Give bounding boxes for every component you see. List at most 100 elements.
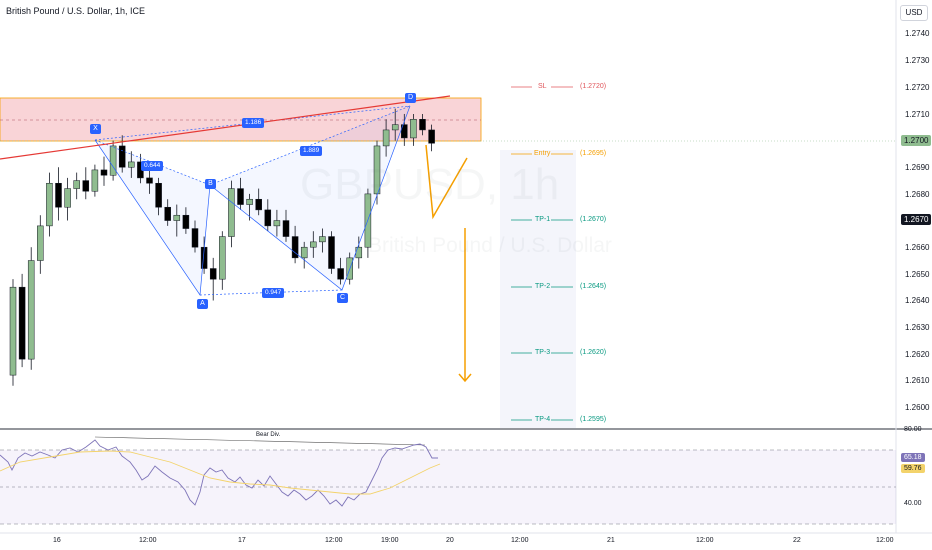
- time-tick: 16: [53, 537, 61, 544]
- candle-body: [328, 236, 335, 269]
- ratio-xd: 1.186: [242, 118, 265, 128]
- candle-body: [319, 236, 326, 243]
- rsi-ma-value-tag: 59.76: [901, 464, 925, 473]
- price-marker-tag: 1.2670: [901, 214, 932, 225]
- pattern-point-b[interactable]: B: [205, 179, 216, 189]
- candle-body: [37, 225, 44, 261]
- price-tick: 1.2710: [905, 110, 930, 119]
- level-tp4-name: TP-4: [535, 416, 551, 423]
- level-entry-value: (1.2695): [580, 150, 607, 157]
- price-tick: 1.2690: [905, 163, 930, 172]
- price-tick: 1.2680: [905, 190, 930, 199]
- candle-body: [355, 246, 363, 259]
- candle-body: [264, 209, 272, 227]
- ratio-abc: 0.947: [262, 288, 285, 298]
- candle-body: [246, 198, 253, 205]
- price-tick: 1.2650: [905, 270, 930, 279]
- price-tick: 1.2740: [905, 29, 930, 38]
- candle-body: [191, 228, 199, 248]
- resistance-zone: [0, 97, 482, 142]
- level-tp2-name: TP-2: [535, 283, 551, 290]
- pattern-fill-xab: [95, 140, 210, 295]
- candle-body: [82, 180, 90, 192]
- candle-body: [391, 124, 399, 131]
- ratio-bd: 1.889: [300, 146, 323, 156]
- candle-body: [228, 188, 235, 237]
- candle-body: [273, 220, 281, 227]
- current-price-tag: 1.2700: [901, 135, 932, 146]
- bear-div-label: Bear Div.: [256, 432, 281, 438]
- candle-body: [55, 182, 62, 208]
- trendline[interactable]: [0, 95, 451, 160]
- time-tick: 12:00: [696, 537, 714, 544]
- level-tp1-name: TP-1: [535, 216, 551, 223]
- time-tick: 12:00: [511, 537, 529, 544]
- time-tick: 19:00: [381, 537, 399, 544]
- pattern-point-x[interactable]: X: [90, 124, 101, 134]
- ratio-xab: 0.644: [141, 161, 164, 171]
- chart-pane: [0, 0, 896, 428]
- candle-body: [237, 188, 244, 205]
- level-entry-name: Entry: [534, 150, 551, 157]
- rsi-line: [0, 439, 438, 507]
- rsi-axis-tick: 40.00: [904, 500, 922, 507]
- bear-div-line: [94, 436, 426, 446]
- watermark-symbol: GBPUSD, 1h: [300, 160, 560, 209]
- time-tick: 12:00: [325, 537, 343, 544]
- projection-arrow-head: [458, 373, 472, 383]
- time-tick: 20: [446, 537, 454, 544]
- symbol-title: British Pound / U.S. Dollar, 1h, ICE: [6, 6, 146, 16]
- time-tick: 22: [793, 537, 801, 544]
- rsi-value-tag: 65.18: [901, 453, 925, 462]
- candle-body: [282, 220, 290, 237]
- candle-body: [146, 177, 153, 184]
- pattern-point-d[interactable]: D: [405, 93, 416, 103]
- candle-body: [118, 145, 126, 168]
- candle-body: [382, 129, 390, 147]
- candle-body: [173, 214, 181, 221]
- price-tick: 1.2730: [905, 56, 930, 65]
- candle-body: [109, 145, 117, 176]
- price-tick: 1.2610: [905, 376, 930, 385]
- time-tick: 12:00: [139, 537, 157, 544]
- candle-body: [373, 145, 381, 195]
- rsi-ma-line: [0, 450, 441, 495]
- level-tp2-value: (1.2645): [580, 283, 607, 290]
- candle-body: [337, 268, 344, 280]
- level-sl-value: (1.2720): [580, 83, 607, 90]
- level-tp4-value: (1.2595): [580, 416, 607, 423]
- pattern-point-a[interactable]: A: [197, 299, 208, 309]
- currency-selector[interactable]: USD: [900, 5, 928, 21]
- candle-body: [310, 241, 317, 248]
- candle-body: [219, 236, 226, 280]
- candle-body: [64, 188, 71, 208]
- candle-body: [9, 286, 17, 376]
- candle-body: [291, 236, 299, 259]
- price-tick: 1.2620: [905, 350, 930, 359]
- candle-body: [209, 268, 217, 280]
- time-tick: 17: [238, 537, 246, 544]
- candle-body: [46, 182, 53, 227]
- candle-body: [401, 124, 408, 139]
- price-tick: 1.2720: [905, 83, 930, 92]
- watermark-name: British Pound / U.S. Dollar: [368, 234, 612, 257]
- candle-body: [100, 169, 108, 176]
- price-tick: 1.2660: [905, 243, 930, 252]
- candle-body: [27, 260, 35, 360]
- candle-body: [428, 129, 435, 144]
- candle-body: [73, 180, 80, 189]
- level-lines: [511, 86, 573, 421]
- candle-body: [18, 286, 26, 360]
- candlestick-series: [9, 108, 435, 386]
- level-sl-name: SL: [538, 83, 547, 90]
- candle-body: [128, 161, 135, 168]
- candle-body: [419, 119, 426, 131]
- candle-body: [410, 119, 417, 139]
- projection-area: [500, 150, 576, 428]
- pattern-point-c[interactable]: C: [337, 293, 348, 303]
- candle-body: [155, 182, 162, 208]
- candle-body: [182, 214, 190, 229]
- candle-body: [164, 206, 171, 221]
- price-tick: 1.2640: [905, 296, 930, 305]
